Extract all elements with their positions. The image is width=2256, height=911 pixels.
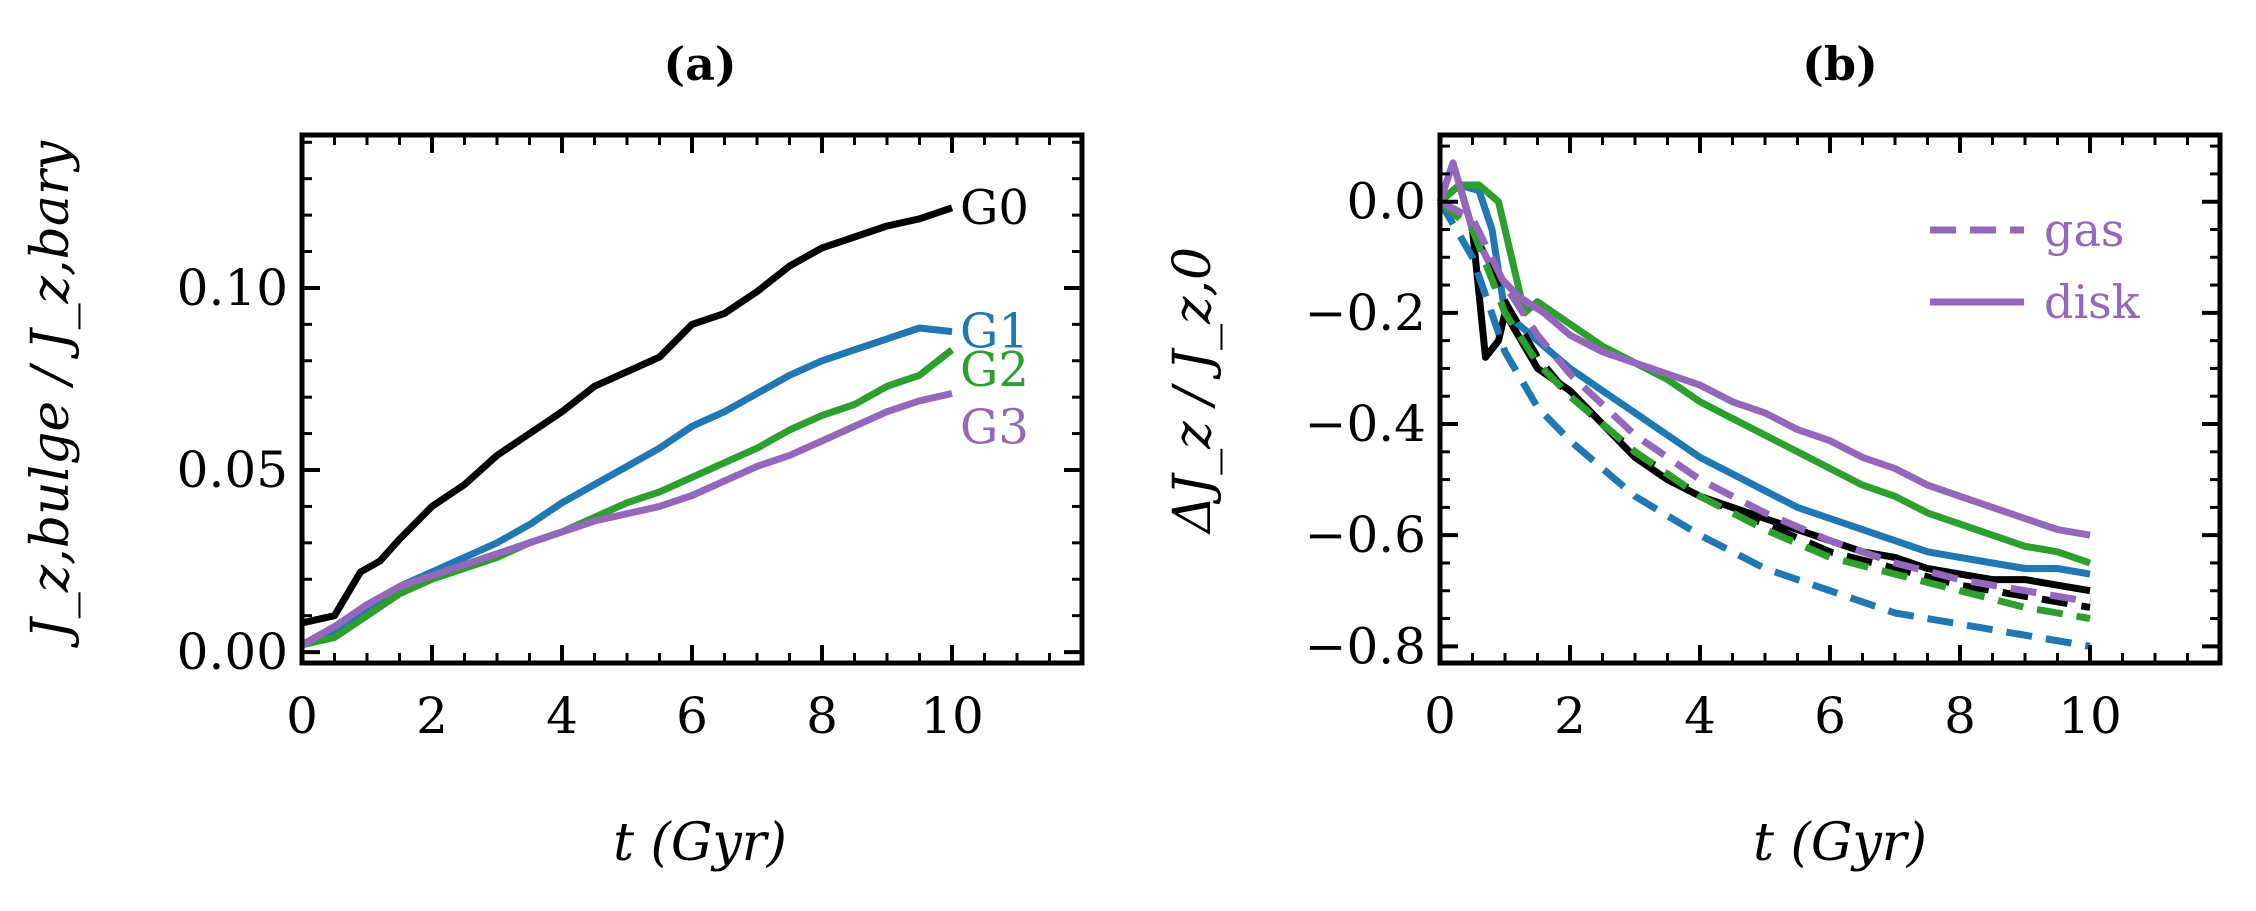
panel-a-title: (a): [663, 37, 736, 91]
y-tick-label: 0.05: [177, 441, 288, 499]
x-tick-label: 4: [1684, 687, 1716, 745]
panel-b-plot: 0 2 4 6 8 10 0.0 −0.2 −0.4 −0.6 −0.8 gas disk: [1305, 132, 2223, 745]
panel-a-xlabel: t (Gyr): [613, 813, 787, 873]
panel-b-xlabel: t (Gyr): [1753, 813, 1927, 873]
legend-label-gas: gas: [2044, 203, 2124, 257]
x-tick-label: 0: [286, 687, 318, 745]
x-tick-label: 2: [1554, 687, 1586, 745]
x-tick-label: 8: [806, 687, 838, 745]
panel-b-title: (b): [1802, 37, 1878, 91]
x-tick-label: 2: [416, 687, 448, 745]
series-label-g3: G3: [960, 400, 1029, 456]
series-label-g2: G2: [960, 342, 1029, 398]
y-tick-label: 0.10: [177, 259, 288, 317]
y-tick-label: −0.4: [1305, 395, 1426, 453]
x-tick-label: 4: [546, 687, 578, 745]
y-tick-label: −0.6: [1305, 506, 1426, 564]
series-line-g1-disk: [1437, 181, 2091, 578]
series-line-g3: [300, 390, 953, 648]
y-tick-label: −0.8: [1305, 617, 1426, 675]
series-line-g0-gas: [1437, 199, 2091, 611]
series-line-g0-disk: [1437, 181, 2091, 595]
x-tick-label: 10: [920, 687, 984, 745]
x-tick-label: 6: [676, 687, 708, 745]
y-tick-label: 0.00: [177, 623, 288, 681]
series-line-g3-disk: [1436, 159, 2091, 539]
y-tick-label: 0.0: [1346, 173, 1426, 231]
x-tick-label: 10: [2058, 687, 2122, 745]
series-line-g0: [301, 204, 954, 627]
y-tick-label: −0.2: [1305, 284, 1426, 342]
x-tick-label: 6: [1814, 687, 1846, 745]
series-label-g1: G1: [960, 304, 1029, 360]
panel-a-ylabel: J_z,bulge / J_z,bary: [21, 140, 81, 648]
x-tick-label: 8: [1944, 687, 1976, 745]
series-line-g1-gas: [1436, 199, 2091, 650]
series-label-g0: G0: [960, 180, 1029, 236]
series-line-g2-gas: [1437, 199, 2091, 622]
x-tick-label: 0: [1424, 687, 1456, 745]
series-line-g2: [301, 347, 955, 649]
legend-label-disk: disk: [2044, 275, 2141, 329]
panel-b-ylabel: ΔJ_z / J_z,0: [1163, 247, 1223, 535]
series-line-g2-disk: [1437, 181, 2092, 567]
